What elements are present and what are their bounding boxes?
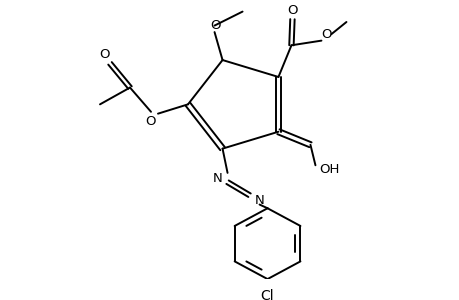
Text: O: O — [320, 28, 331, 40]
Text: OH: OH — [319, 164, 339, 176]
Text: O: O — [100, 49, 110, 62]
Text: Cl: Cl — [260, 289, 274, 300]
Text: O: O — [210, 19, 220, 32]
Text: N: N — [212, 172, 222, 185]
Text: O: O — [286, 4, 297, 17]
Text: O: O — [146, 115, 156, 128]
Text: N: N — [254, 194, 264, 207]
